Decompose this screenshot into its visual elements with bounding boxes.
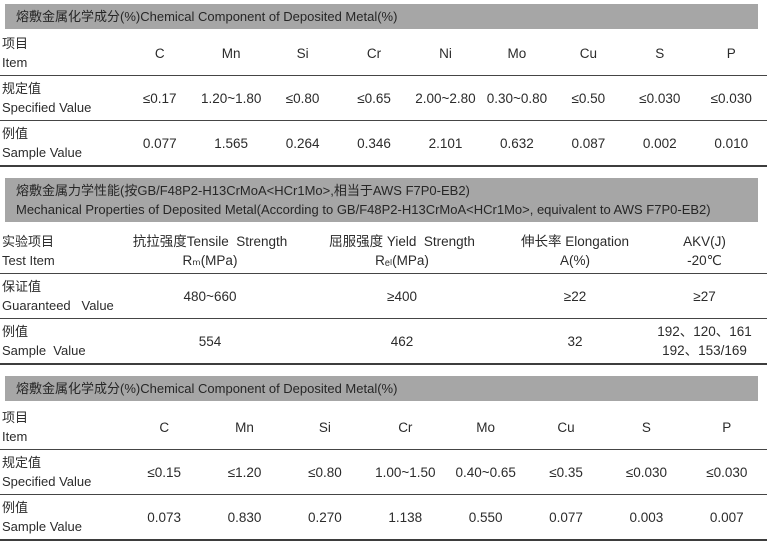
cell-value: 0.077: [526, 495, 606, 541]
col-header: Mn: [195, 31, 266, 76]
cell-value: 1.20~1.80: [195, 76, 266, 121]
cell-value: 0.003: [606, 495, 686, 541]
row-label: 例值 Sample Value: [0, 319, 124, 365]
table-header-row: 项目 Item C Mn Si Cr Ni Mo Cu S P: [0, 31, 767, 76]
cell-value: 0.002: [624, 121, 695, 167]
col-header: AKV(J) -20℃: [642, 229, 767, 274]
table-row: 规定值 Specified Value ≤0.17 1.20~1.80 ≤0.8…: [0, 76, 767, 121]
cell-value: 0.087: [553, 121, 624, 167]
row-label: 保证值 Guaranteed Value: [0, 274, 124, 319]
col-header: C: [124, 405, 204, 450]
col-header: P: [687, 405, 767, 450]
cell-value: 0.30~0.80: [481, 76, 552, 121]
row-label: 例值 Sample Value: [0, 121, 124, 167]
col-header: Si: [285, 405, 365, 450]
cell-value: 480~660: [124, 274, 296, 319]
row-label: 例值 Sample Value: [0, 495, 124, 541]
col-header: Cr: [365, 405, 445, 450]
table-row: 保证值 Guaranteed Value 480~660 ≥400 ≥22 ≥2…: [0, 274, 767, 319]
cell-value: 32: [508, 319, 642, 365]
col-header: Cu: [526, 405, 606, 450]
col-header: 伸长率 Elongation A(%): [508, 229, 642, 274]
cell-value: 0.346: [338, 121, 409, 167]
table-header-row: 项目 Item C Mn Si Cr Mo Cu S P: [0, 405, 767, 450]
row-label-header: 项目 Item: [0, 405, 124, 450]
col-header: 抗拉强度Tensile Strength Rₘ(MPa): [124, 229, 296, 274]
chem-table-2: 项目 Item C Mn Si Cr Mo Cu S P 规定值 Specifi…: [0, 405, 767, 541]
cell-value: ≤0.80: [267, 76, 338, 121]
cell-value: ≥400: [296, 274, 508, 319]
cell-value: ≤0.15: [124, 450, 204, 495]
chem-table-1: 项目 Item C Mn Si Cr Ni Mo Cu S P 规定值 Spec…: [0, 31, 767, 167]
section-header-chem-1: 熔敷金属化学成分(%)Chemical Component of Deposit…: [5, 4, 758, 29]
row-label: 规定值 Specified Value: [0, 76, 124, 121]
cell-value: ≤0.80: [285, 450, 365, 495]
cell-value: ≥27: [642, 274, 767, 319]
cell-value: 0.010: [696, 121, 767, 167]
row-label-header: 实验项目 Test Item: [0, 229, 124, 274]
cell-value: 462: [296, 319, 508, 365]
cell-value: 0.007: [687, 495, 767, 541]
cell-value: ≤0.50: [553, 76, 624, 121]
mechanical-table: 实验项目 Test Item 抗拉强度Tensile Strength Rₘ(M…: [0, 229, 767, 365]
cell-value: 2.101: [410, 121, 481, 167]
col-header: C: [124, 31, 195, 76]
col-header: Ni: [410, 31, 481, 76]
table-row: 规定值 Specified Value ≤0.15 ≤1.20 ≤0.80 1.…: [0, 450, 767, 495]
cell-value: 1.00~1.50: [365, 450, 445, 495]
cell-value: ≤0.030: [624, 76, 695, 121]
cell-value: ≤0.030: [606, 450, 686, 495]
section-header-mechanical: 熔敷金属力学性能(按GB/F48P2-H13CrMoA<HCr1Mo>,相当于A…: [5, 178, 758, 222]
cell-value: ≤0.17: [124, 76, 195, 121]
cell-value: 0.632: [481, 121, 552, 167]
row-label-header: 项目 Item: [0, 31, 124, 76]
cell-value: ≥22: [508, 274, 642, 319]
table-row: 例值 Sample Value 0.073 0.830 0.270 1.138 …: [0, 495, 767, 541]
cell-value: ≤0.35: [526, 450, 606, 495]
cell-value: 0.550: [446, 495, 526, 541]
col-header: S: [606, 405, 686, 450]
cell-value: ≤1.20: [204, 450, 284, 495]
cell-value: 0.264: [267, 121, 338, 167]
cell-value: 0.830: [204, 495, 284, 541]
table-row: 例值 Sample Value 554 462 32 192、120、161 1…: [0, 319, 767, 365]
cell-value: 1.565: [195, 121, 266, 167]
cell-value: 2.00~2.80: [410, 76, 481, 121]
col-header: Mo: [446, 405, 526, 450]
col-header: S: [624, 31, 695, 76]
cell-value: 192、120、161 192、153/169: [642, 319, 767, 365]
cell-value: ≤0.030: [696, 76, 767, 121]
col-header: Mo: [481, 31, 552, 76]
table-row: 例值 Sample Value 0.077 1.565 0.264 0.346 …: [0, 121, 767, 167]
cell-value: 0.073: [124, 495, 204, 541]
table-header-row: 实验项目 Test Item 抗拉强度Tensile Strength Rₘ(M…: [0, 229, 767, 274]
cell-value: 0.40~0.65: [446, 450, 526, 495]
section-header-chem-2: 熔敷金属化学成分(%)Chemical Component of Deposit…: [5, 376, 758, 401]
col-header: P: [696, 31, 767, 76]
col-header: Mn: [204, 405, 284, 450]
cell-value: 0.270: [285, 495, 365, 541]
col-header: Cr: [338, 31, 409, 76]
col-header: Si: [267, 31, 338, 76]
cell-value: 1.138: [365, 495, 445, 541]
col-header: 屈服强度 Yield Strength Rₑₗ(MPa): [296, 229, 508, 274]
row-label: 规定值 Specified Value: [0, 450, 124, 495]
cell-value: ≤0.030: [687, 450, 767, 495]
cell-value: 554: [124, 319, 296, 365]
cell-value: ≤0.65: [338, 76, 409, 121]
col-header: Cu: [553, 31, 624, 76]
cell-value: 0.077: [124, 121, 195, 167]
